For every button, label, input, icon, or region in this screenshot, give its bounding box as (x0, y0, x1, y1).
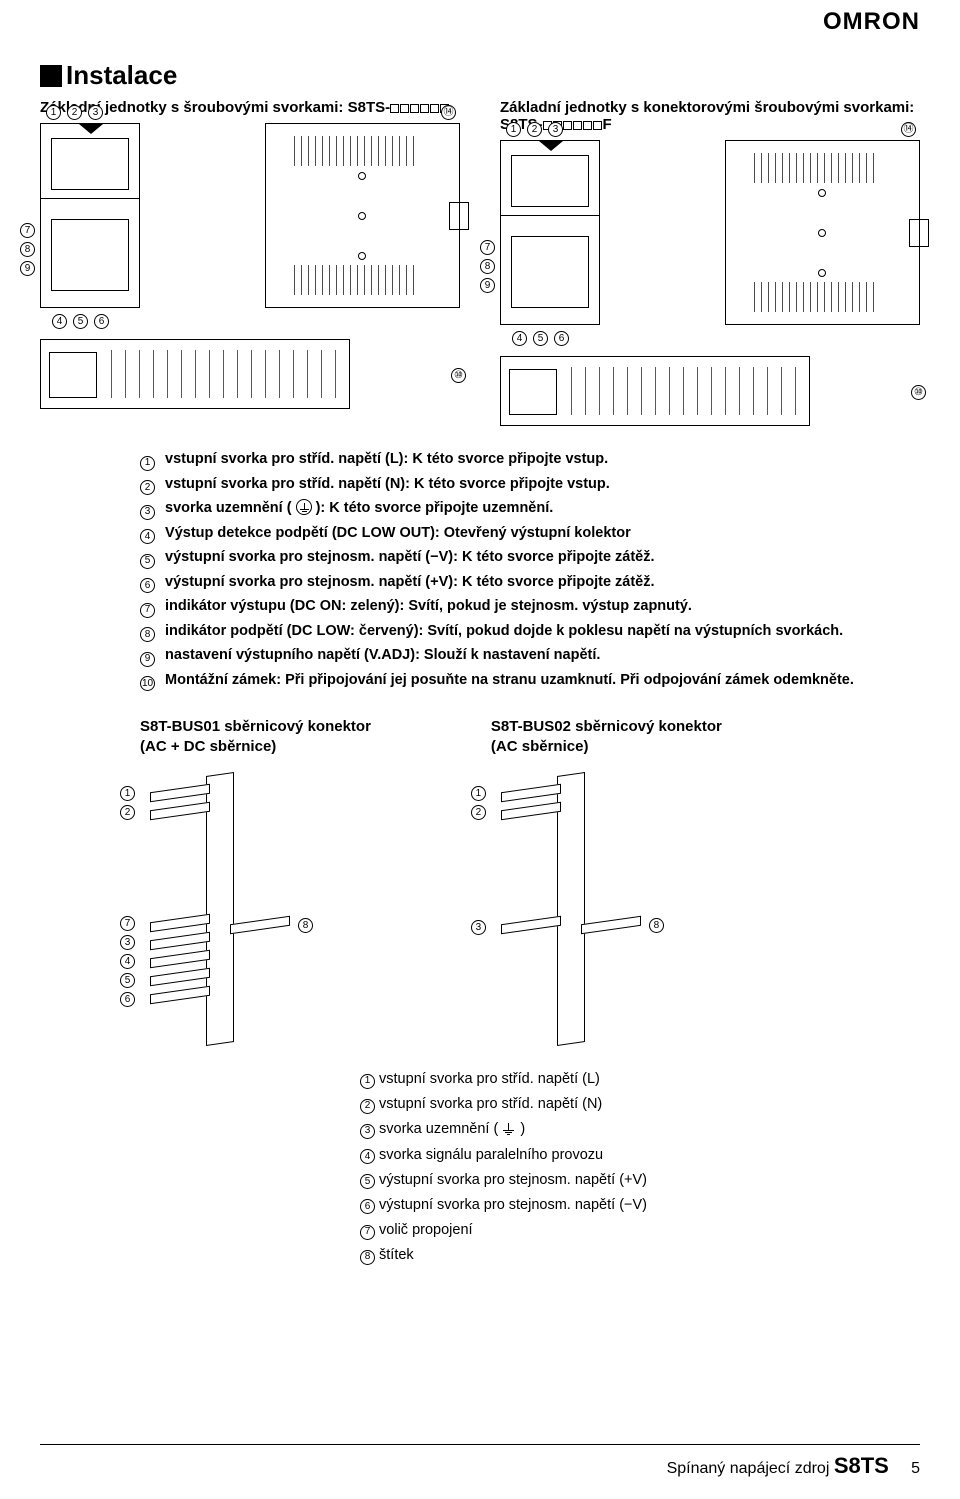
screw-heading: Základní jednotky s šroubovými svorkami:… (40, 99, 460, 117)
callout-6: 6 (94, 314, 109, 329)
callouts-left: 7 8 9 (20, 223, 35, 276)
section-title-text: Instalace (66, 60, 177, 90)
callout-1: 1 (46, 105, 61, 120)
callout-2: 2 (67, 105, 82, 120)
bus-left: S8T-BUS01 sběrnicový konektor (AC + DC s… (140, 717, 371, 1050)
bus-row-1: 1 vstupní svorka pro stříd. napětí (L) (360, 1068, 920, 1091)
ground-icon (296, 499, 312, 515)
bus-row-6: 6 výstupní svorka pro stejnosm. napětí (… (360, 1194, 920, 1217)
callout-4: 4 (52, 314, 67, 329)
bus-right: S8T-BUS02 sběrnicový konektor (AC sběrni… (491, 717, 722, 1050)
callouts-bottom-right: 456 (512, 331, 600, 346)
bus-row-7: 7 volič propojení (360, 1219, 920, 1242)
connector-heading-text: Základní jednotky s konektorovými šroubo… (500, 99, 914, 116)
unit-side-drawing (265, 123, 460, 308)
brand-logo: OMRON (823, 8, 920, 36)
page-footer: Spínaný napájecí zdroj S8TS 5 (40, 1444, 920, 1479)
callout-row-4: 4 Výstup detekce podpětí (DC LOW OUT): O… (140, 522, 920, 545)
bus-left-title2: (AC + DC sběrnice) (140, 738, 276, 755)
bus-left-title1: S8T-BUS01 sběrnicový konektor (140, 718, 371, 735)
bus-left-drawing: 12 73456 8 (140, 770, 300, 1050)
unit-bottom-drawing-r (500, 356, 810, 426)
bus-callouts-list: 1 vstupní svorka pro stříd. napětí (L) 2… (360, 1068, 920, 1268)
bus-right-drawing: 12 3 8 (491, 770, 651, 1050)
unit-side-drawing-r (725, 140, 920, 325)
callouts-top-left: 1 2 3 (46, 105, 103, 120)
unit-front-drawing (40, 123, 140, 308)
callout-row-5: 5 výstupní svorka pro stejnosm. napětí (… (140, 546, 920, 569)
connector-suffix-letter: F (603, 116, 612, 133)
connector-heading: Základní jednotky s konektorovými šroubo… (500, 99, 920, 134)
bus-row-3: 3 svorka uzemnění ( ) (360, 1118, 920, 1141)
bus-row-2: 2 vstupní svorka pro stříd. napětí (N) (360, 1093, 920, 1116)
col-screw-units: Základní jednotky s šroubovými svorkami:… (40, 99, 460, 426)
bus-row-4: 4 svorka signálu paralelního provozu (360, 1144, 920, 1167)
callout-row-2: 2 vstupní svorka pro stříd. napětí (N): … (140, 473, 920, 496)
callouts-left-right: 789 (480, 240, 495, 293)
bus-row-8: 8 štítek (360, 1244, 920, 1267)
bus-right-title1: S8T-BUS02 sběrnicový konektor (491, 718, 722, 735)
callout-8: 8 (20, 242, 35, 257)
callout-row-7: 7 indikátor výstupu (DC ON: zelený): Sví… (140, 595, 920, 618)
ground-icon (502, 1123, 516, 1135)
callout-10-bottom: ⑩ (451, 368, 466, 383)
callout-3: 3 (88, 105, 103, 120)
callout-row-1: 1 vstupní svorka pro stříd. napětí (L): … (140, 448, 920, 471)
bus-connectors: S8T-BUS01 sběrnicový konektor (AC + DC s… (140, 717, 920, 1050)
section-title: Instalace (40, 60, 920, 91)
section-square-icon (40, 65, 62, 87)
main-callouts-list: 1 vstupní svorka pro stříd. napětí (L): … (140, 448, 920, 691)
callout-row-9: 9 nastavení výstupního napětí (V.ADJ): S… (140, 644, 920, 667)
callouts-top-right: 123 (506, 122, 563, 137)
bus-row-5: 5 výstupní svorka pro stejnosm. napětí (… (360, 1169, 920, 1192)
footer-product-text: Spínaný napájecí zdroj (667, 1460, 830, 1477)
callout-row-6: 6 výstupní svorka pro stejnosm. napětí (… (140, 571, 920, 594)
col-connector-units: Základní jednotky s konektorovými šroubo… (500, 99, 920, 426)
callout-14-top: ⑭ (441, 105, 456, 120)
callout-row-10: 10 Montážní zámek: Při připojování jej p… (140, 669, 920, 692)
bus-right-title2: (AC sběrnice) (491, 738, 589, 755)
callout-9: 9 (20, 261, 35, 276)
footer-model: S8TS (834, 1453, 889, 1478)
unit-bottom-drawing (40, 339, 350, 409)
callouts-bottom-left: 4 5 6 (52, 314, 140, 329)
callout-7: 7 (20, 223, 35, 238)
callout-row-3: 3 svorka uzemnění ( ): K této svorce při… (140, 497, 920, 520)
callout-5: 5 (73, 314, 88, 329)
unit-front-drawing-r (500, 140, 600, 325)
callout-row-8: 8 indikátor podpětí (DC LOW: červený): S… (140, 620, 920, 643)
footer-page-number: 5 (911, 1460, 920, 1477)
